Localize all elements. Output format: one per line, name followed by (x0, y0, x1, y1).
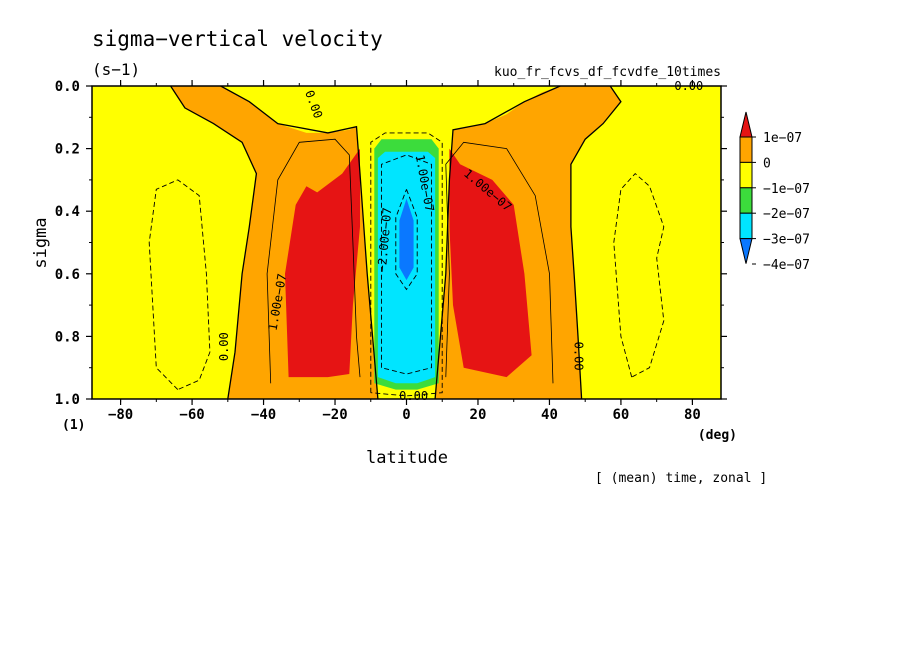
x-tick-label: 20 (470, 407, 487, 423)
colorbar-label: 0 (763, 156, 771, 171)
x-axis-ticks: −80 −60 −40 −20 0 20 40 60 80 (108, 80, 701, 423)
y-axis-unit: (1) (62, 418, 85, 433)
region-red-left (285, 148, 360, 378)
contour-label: 0.00 (217, 332, 231, 361)
contour-pos-inner-left (266, 138, 361, 384)
y-tick-label: 0.2 (55, 142, 80, 158)
colorbar-box (739, 136, 753, 163)
colorbar-label: −3e−07 (763, 233, 810, 248)
x-tick-label: −20 (322, 407, 347, 423)
colorbar-box (739, 161, 753, 189)
x-axis-label: latitude (366, 448, 448, 468)
x-tick-label: 0 (402, 407, 410, 423)
colorbar-label: −1e−07 (763, 182, 810, 197)
contour-zero-top-right (434, 86, 561, 399)
chart-units: (s−1) (92, 60, 140, 79)
colorbar-box (739, 187, 753, 214)
x-axis-unit: (deg) (698, 428, 737, 443)
contour-pos-inner-right (445, 141, 554, 384)
contour-zero-left (170, 86, 258, 399)
colorbar-label: 1e−07 (763, 131, 802, 146)
contour-neg-core-inner (381, 154, 432, 375)
run-name: kuo_fr_fcvs_df_fcvdfe_10times (494, 65, 721, 80)
contour-neg-right (613, 172, 665, 378)
region-red-right (449, 148, 532, 378)
y-axis-label: sigma (31, 217, 51, 268)
contour-label: 0.00 (399, 389, 428, 403)
colorbar-top-arrow (739, 111, 753, 138)
region-blue-core (399, 198, 414, 281)
y-axis-ticks: 0.0 0.2 0.4 0.6 0.8 1.0 (55, 79, 727, 408)
chart-footer: [ (mean) time, zonal ] (595, 471, 767, 486)
x-tick-label: −80 (108, 407, 133, 423)
colorbar-box (739, 212, 753, 240)
x-tick-label: 60 (613, 407, 630, 423)
y-tick-label: 0.0 (55, 79, 80, 95)
x-tick-label: 80 (684, 407, 701, 423)
colorbar-bottom-arrow (739, 238, 753, 264)
contour-lines (148, 86, 665, 399)
chart-title: sigma−vertical velocity (92, 27, 383, 51)
contour-label: −2.00e−07 (375, 207, 395, 273)
y-tick-label: 0.6 (55, 267, 80, 283)
contour-zero-top (220, 86, 379, 399)
y-tick-label: 0.8 (55, 329, 80, 345)
colorbar-label: −2e−07 (763, 207, 810, 222)
plot-area (92, 86, 721, 399)
colorbar: 1e−07 0 −1e−07 −2e−07 −3e−07 −4e−07 (739, 111, 810, 273)
contour-neg-core-center (395, 189, 418, 291)
colorbar-label: −4e−07 (763, 258, 810, 273)
contour-label: 0.00 (572, 342, 586, 371)
x-tick-label: −60 (179, 407, 204, 423)
contour-zero-right (570, 86, 622, 399)
x-tick-label: 40 (541, 407, 558, 423)
y-tick-label: 1.0 (55, 392, 80, 408)
y-tick-label: 0.4 (55, 204, 80, 220)
x-tick-label: −40 (251, 407, 276, 423)
